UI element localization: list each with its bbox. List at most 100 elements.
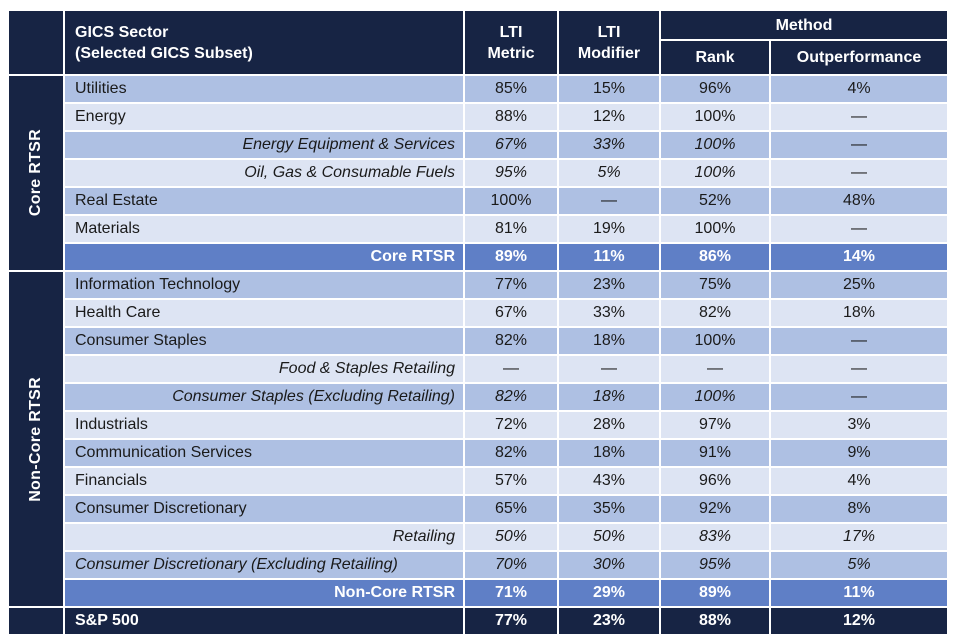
lti-metric-value: 88%: [465, 104, 557, 130]
lti-modifier-value: 12%: [559, 104, 659, 130]
outperformance-value: 4%: [771, 468, 947, 494]
lti-modifier-value: 28%: [559, 412, 659, 438]
lti-modifier-value: 23%: [559, 272, 659, 298]
outperformance-value: 9%: [771, 440, 947, 466]
outperformance-value: 3%: [771, 412, 947, 438]
table-row: Core RTSR Utilities 85% 15% 96% 4%: [9, 76, 947, 270]
lti-metric-value: 57%: [465, 468, 557, 494]
lti-modifier-value: 35%: [559, 496, 659, 522]
lti-metric-value: 67%: [465, 300, 557, 326]
header-row-2: Rank Outperformance: [9, 41, 947, 74]
rank-value: 100%: [661, 216, 769, 242]
total-row-sp500: S&P 500 77% 23% 88% 12%: [9, 608, 947, 634]
lti-metric-value: 81%: [465, 216, 557, 242]
table-row: Consumer Staples 82% 18% 100% —: [9, 328, 947, 354]
sector-name: Financials: [65, 468, 463, 494]
table-row: Real Estate 100% — 52% 48%: [9, 188, 947, 214]
rank-value: 75%: [661, 272, 769, 298]
lti-modifier-value: —: [559, 188, 659, 214]
rank-value: 95%: [661, 552, 769, 578]
lti-metric-value: 77%: [465, 272, 557, 298]
table-row: Health Care 67% 33% 82% 18%: [9, 300, 947, 326]
rank-value: —: [661, 356, 769, 382]
sector-column-header: GICS Sector (Selected GICS Subset): [65, 11, 463, 74]
table-row: Materials 81% 19% 100% —: [9, 216, 947, 242]
lti-modifier-value: 11%: [559, 244, 659, 270]
rank-column-header: Rank: [661, 41, 769, 74]
rank-value: 88%: [661, 608, 769, 634]
lti-modifier-value: 15%: [559, 76, 659, 102]
sector-name: Real Estate: [65, 188, 463, 214]
sector-name: Retailing: [65, 524, 463, 550]
rank-value: 91%: [661, 440, 769, 466]
lti-metric-header-line2: Metric: [487, 44, 535, 62]
lti-metric-value: 65%: [465, 496, 557, 522]
lti-modifier-header-line2: Modifier: [577, 44, 641, 62]
lti-metric-value: 82%: [465, 440, 557, 466]
table-row-subindustry: Retailing 50% 50% 83% 17%: [9, 524, 947, 550]
sector-name: Consumer Discretionary: [65, 496, 463, 522]
lti-modifier-value: 19%: [559, 216, 659, 242]
lti-modifier-value: 5%: [559, 160, 659, 186]
sector-name: Industrials: [65, 412, 463, 438]
lti-metric-value: 67%: [465, 132, 557, 158]
subtotal-row-noncore: Non-Core RTSR 71% 29% 89% 11%: [9, 580, 947, 606]
header-row-1: GICS Sector (Selected GICS Subset) LTI M…: [9, 11, 947, 74]
lti-metric-value: 89%: [465, 244, 557, 270]
lti-modifier-header-line1: LTI: [597, 23, 621, 41]
outperformance-value: —: [771, 356, 947, 382]
lti-modifier-value: 18%: [559, 328, 659, 354]
lti-metric-value: 72%: [465, 412, 557, 438]
rank-value: 100%: [661, 132, 769, 158]
table-row-subindustry: Energy Equipment & Services 67% 33% 100%…: [9, 132, 947, 158]
rank-value: 82%: [661, 300, 769, 326]
outperformance-value: —: [771, 328, 947, 354]
table-row: Energy 88% 12% 100% —: [9, 104, 947, 130]
lti-modifier-value: 18%: [559, 440, 659, 466]
rank-value: 97%: [661, 412, 769, 438]
outperformance-value: 5%: [771, 552, 947, 578]
sector-name: Food & Staples Retailing: [65, 356, 463, 382]
outperformance-value: 14%: [771, 244, 947, 270]
lti-metric-value: —: [465, 356, 557, 382]
sector-name: Consumer Discretionary (Excluding Retail…: [65, 552, 463, 578]
lti-modifier-value: 18%: [559, 384, 659, 410]
table-row: Communication Services 82% 18% 91% 9%: [9, 440, 947, 466]
lti-modifier-value: 29%: [559, 580, 659, 606]
outperformance-value: 11%: [771, 580, 947, 606]
lti-metric-value: 85%: [465, 76, 557, 102]
subtotal-label: Non-Core RTSR: [65, 580, 463, 606]
outperformance-value: 25%: [771, 272, 947, 298]
sector-header-line2: (Selected GICS Subset): [75, 44, 253, 62]
group-label-noncore-text: Non-Core RTSR: [27, 376, 44, 502]
lti-metric-value: 70%: [465, 552, 557, 578]
lti-metric-value: 95%: [465, 160, 557, 186]
rank-value: 96%: [661, 468, 769, 494]
outperformance-value: —: [771, 216, 947, 242]
outperformance-value: 18%: [771, 300, 947, 326]
table-row-subindustry: Consumer Staples (Excluding Retailing) 8…: [9, 384, 947, 410]
outperformance-value: 4%: [771, 76, 947, 102]
rank-value: 83%: [661, 524, 769, 550]
sector-header-line1: GICS Sector: [75, 23, 169, 41]
outperformance-column-header: Outperformance: [771, 41, 947, 74]
table-row-subindustry: Oil, Gas & Consumable Fuels 95% 5% 100% …: [9, 160, 947, 186]
lti-metric-value: 100%: [465, 188, 557, 214]
lti-modifier-value: 30%: [559, 552, 659, 578]
sector-name: Oil, Gas & Consumable Fuels: [65, 160, 463, 186]
rank-value: 92%: [661, 496, 769, 522]
lti-modifier-value: —: [559, 356, 659, 382]
lti-metric-column-header: LTI Metric: [465, 11, 557, 74]
outperformance-value: —: [771, 160, 947, 186]
sector-name: Communication Services: [65, 440, 463, 466]
group-label-blank: [9, 608, 63, 634]
sector-name: Information Technology: [65, 272, 463, 298]
sector-name: Health Care: [65, 300, 463, 326]
table-row: Consumer Discretionary 65% 35% 92% 8%: [9, 496, 947, 522]
lti-modifier-value: 33%: [559, 132, 659, 158]
table-row-subindustry: Food & Staples Retailing — — — —: [9, 356, 947, 382]
lti-metric-value: 77%: [465, 608, 557, 634]
subtotal-row-core: Core RTSR 89% 11% 86% 14%: [9, 244, 947, 270]
sector-name: Consumer Staples (Excluding Retailing): [65, 384, 463, 410]
outperformance-value: 48%: [771, 188, 947, 214]
